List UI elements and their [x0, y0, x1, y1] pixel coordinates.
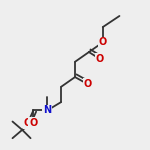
Text: O: O	[29, 118, 38, 128]
Text: N: N	[43, 105, 51, 115]
Text: O: O	[83, 79, 92, 89]
Text: O: O	[24, 118, 32, 128]
Text: O: O	[96, 54, 104, 64]
Text: O: O	[99, 37, 107, 47]
